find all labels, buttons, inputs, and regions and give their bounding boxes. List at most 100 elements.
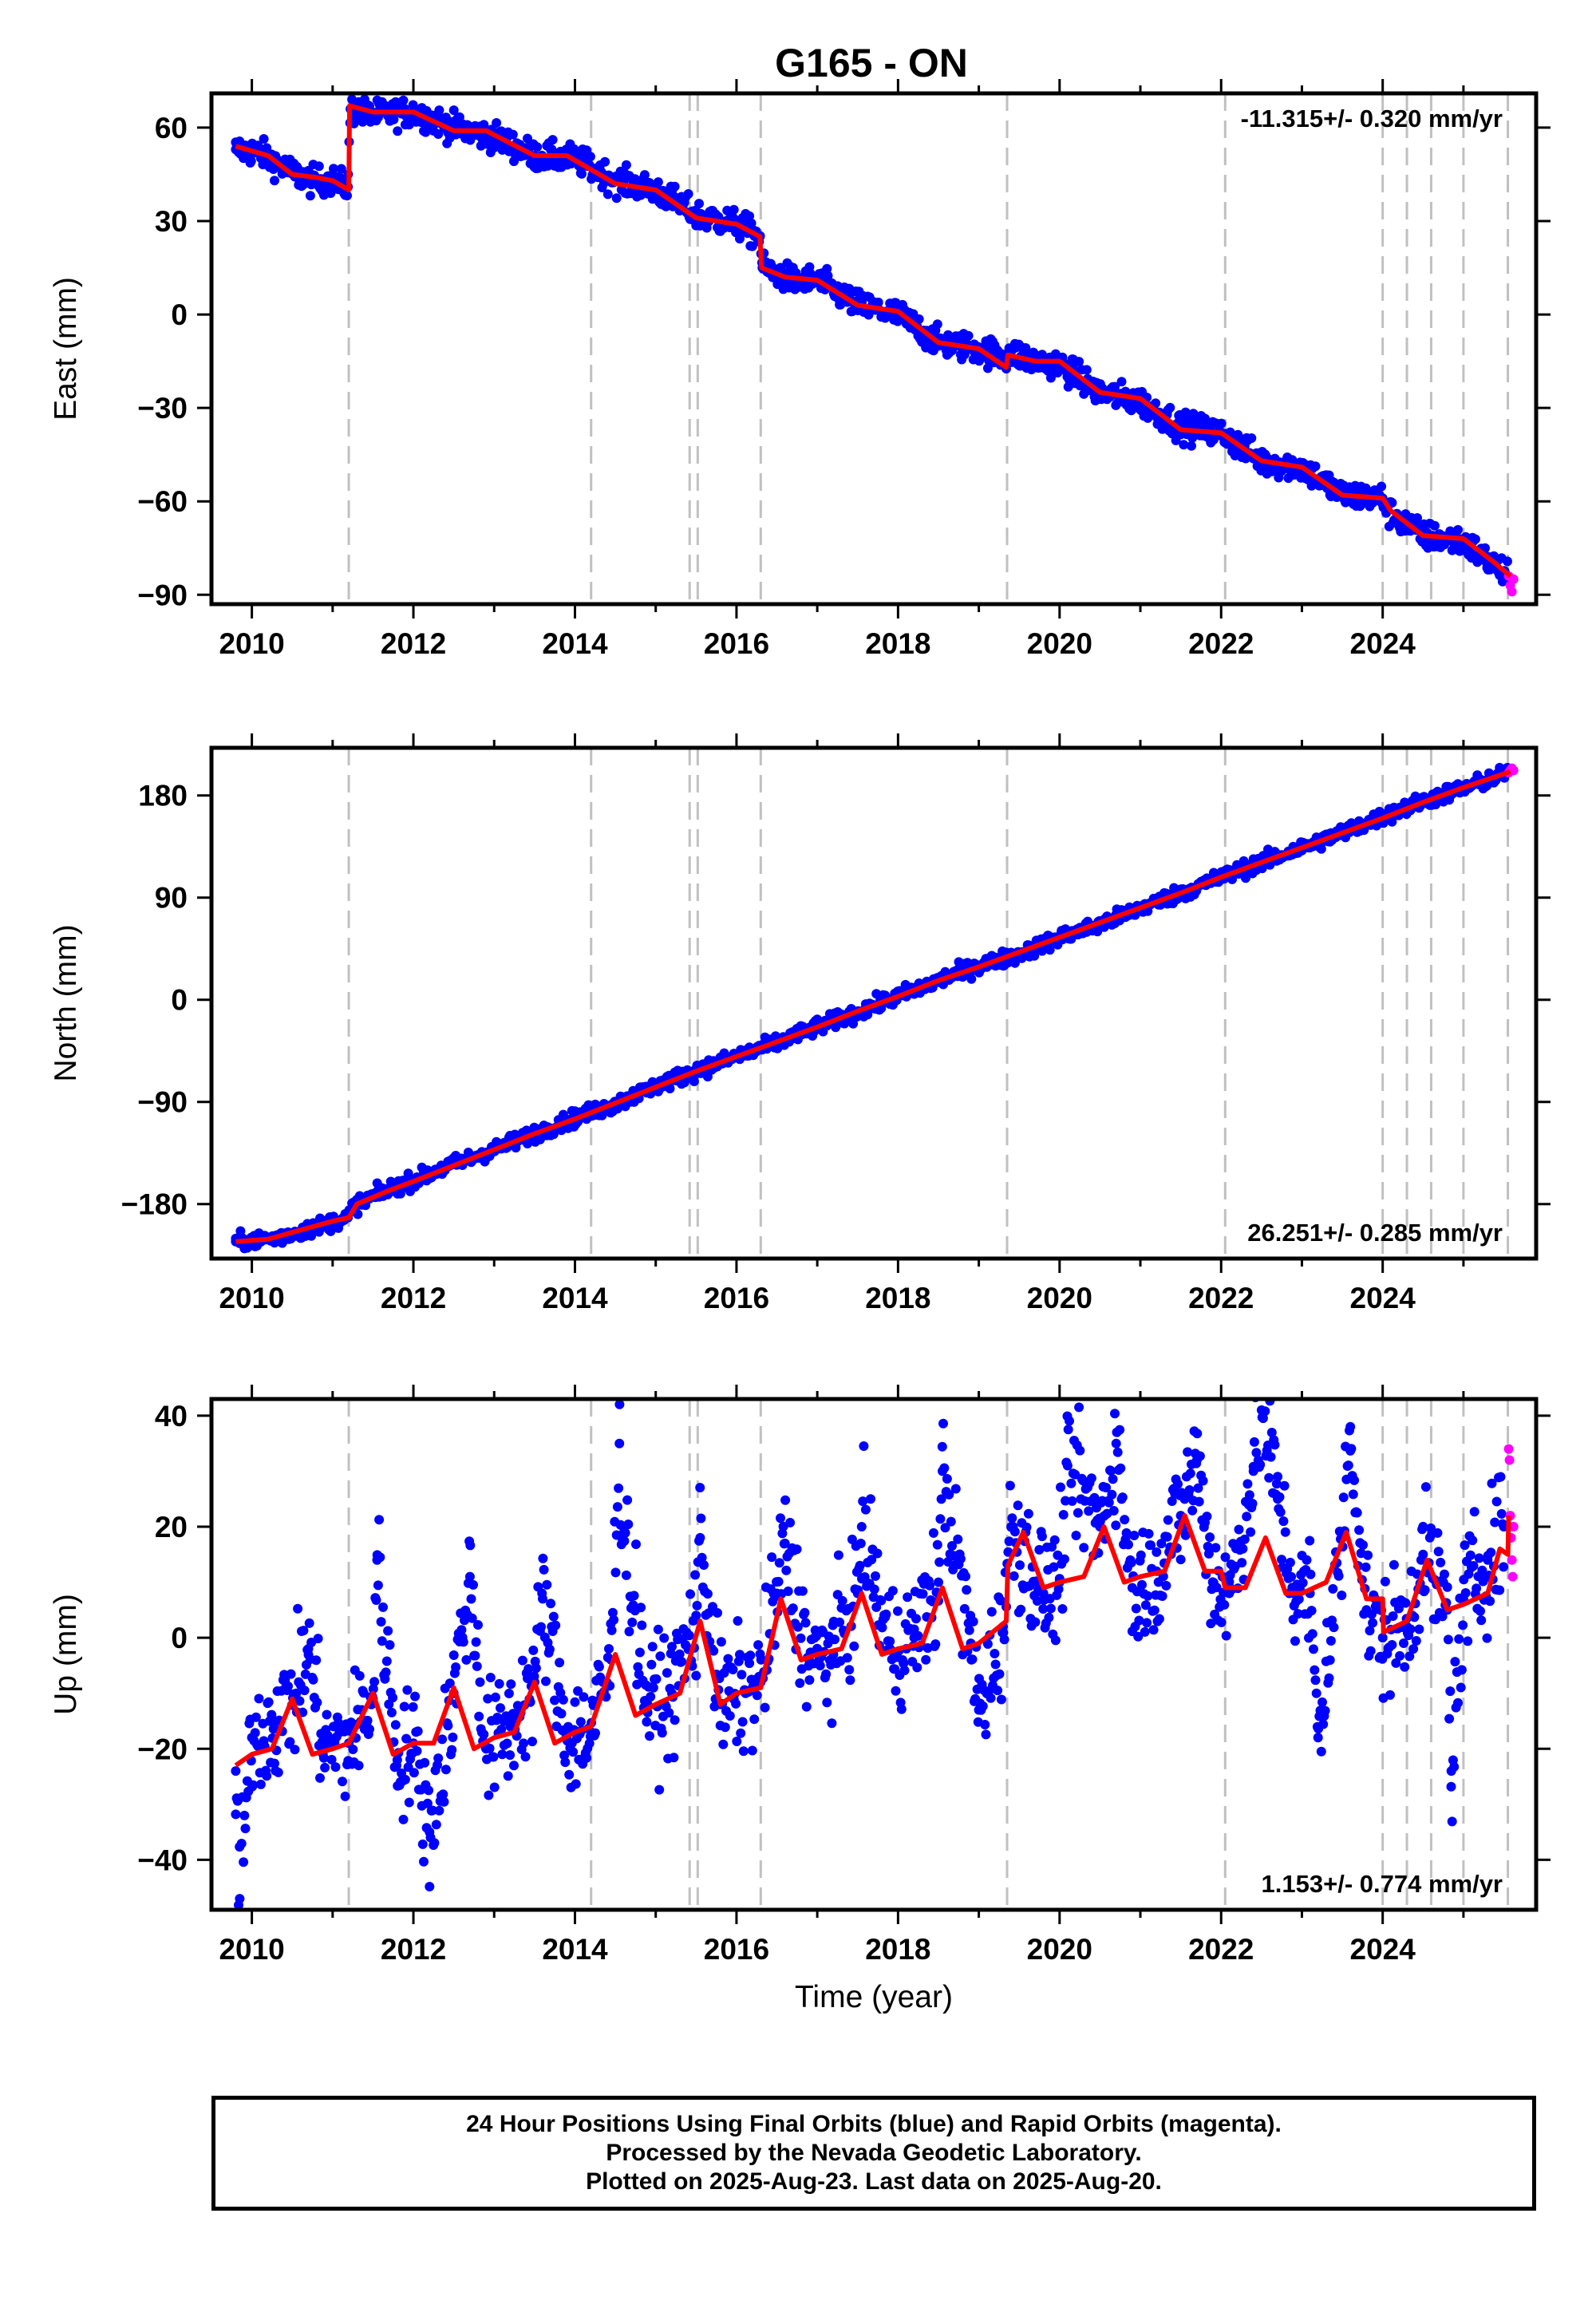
y-tick-label: 180 [138, 780, 188, 812]
final-orbit-point [858, 1496, 868, 1507]
final-orbit-point [1311, 1688, 1321, 1698]
final-orbit-point [320, 1762, 330, 1773]
final-orbit-point [885, 1636, 895, 1646]
final-orbit-point [797, 1586, 808, 1596]
final-orbit-point [365, 1724, 374, 1734]
final-orbit-point [1411, 1636, 1421, 1646]
final-orbit-point [621, 160, 631, 170]
final-orbit-point [636, 1603, 646, 1613]
final-orbit-point [434, 1805, 444, 1816]
final-orbit-point [631, 1539, 641, 1549]
final-orbit-point [481, 1744, 492, 1754]
final-orbit-point [738, 1746, 749, 1757]
final-orbit-point [1081, 365, 1092, 375]
final-orbit-point [1107, 1489, 1117, 1500]
x-tick-label: 2016 [704, 1282, 769, 1314]
final-orbit-point [1030, 1617, 1041, 1627]
final-orbit-point [1216, 418, 1227, 429]
final-orbit-point [837, 1595, 847, 1606]
final-orbit-point [1442, 1582, 1452, 1592]
final-orbit-point [523, 1664, 534, 1674]
final-orbit-point [1293, 1609, 1303, 1619]
final-orbit-point [399, 1701, 409, 1712]
final-orbit-point [1006, 1522, 1017, 1531]
final-orbit-point [1305, 1535, 1315, 1546]
final-orbit-point [982, 1639, 993, 1649]
final-orbit-point [547, 135, 558, 145]
final-orbit-point [259, 134, 269, 144]
y-tick-label: −30 [137, 392, 188, 425]
final-orbit-point [735, 1650, 745, 1660]
final-orbit-point [1248, 1466, 1258, 1476]
final-orbit-point [610, 1567, 621, 1578]
chart-title: G165 - ON [775, 41, 968, 85]
final-orbit-point [1163, 1515, 1173, 1525]
final-orbit-point [1380, 1576, 1390, 1587]
final-orbit-point [645, 1731, 654, 1741]
final-orbit-point [1456, 1682, 1466, 1693]
final-orbit-point [1420, 1482, 1431, 1492]
final-orbit-point [1273, 1494, 1283, 1504]
final-orbit-point [270, 1758, 279, 1769]
final-orbit-point [792, 1622, 803, 1632]
final-orbit-point [538, 1594, 547, 1604]
final-orbit-point [745, 1650, 756, 1661]
final-orbit-point [795, 1678, 805, 1688]
final-orbit-point [376, 1617, 386, 1627]
final-orbit-point [571, 1779, 581, 1789]
final-orbit-point [691, 1611, 701, 1621]
final-orbit-point [732, 1737, 742, 1746]
final-orbit-point [966, 974, 977, 984]
footer-info-box: 24 Hour Positions Using Final Orbits (bl… [211, 2096, 1536, 2211]
final-orbit-point [1187, 441, 1196, 451]
final-orbit-point [472, 1661, 482, 1671]
final-orbit-point [974, 1705, 984, 1715]
final-orbit-point [1021, 1522, 1032, 1532]
final-orbit-point [483, 1694, 493, 1704]
final-orbit-point [1129, 1531, 1140, 1540]
final-orbit-point [1450, 1657, 1460, 1667]
final-orbit-point [1111, 1438, 1121, 1448]
final-orbit-point [1246, 433, 1257, 443]
final-orbit-point [835, 1617, 845, 1627]
final-orbit-point [1275, 1507, 1286, 1517]
final-orbit-point [1038, 1588, 1049, 1599]
final-orbit-point [448, 1650, 459, 1660]
x-tick-label: 2014 [542, 1933, 608, 1966]
final-orbit-point [303, 1644, 314, 1654]
final-orbit-point [1496, 1508, 1507, 1519]
final-orbit-point [1387, 1640, 1397, 1650]
y-tick-label: −180 [121, 1188, 188, 1221]
final-orbit-point [504, 1689, 514, 1698]
final-orbit-point [946, 1516, 956, 1527]
final-orbit-point [921, 1654, 931, 1665]
final-orbit-point [1458, 1620, 1468, 1630]
final-orbit-point [392, 1755, 402, 1765]
final-orbit-point [1111, 1520, 1121, 1531]
final-orbit-point [1071, 1531, 1081, 1540]
final-orbit-point [1154, 1614, 1164, 1624]
final-orbit-point [239, 1810, 250, 1820]
final-orbit-point [541, 1676, 551, 1686]
final-orbit-point [896, 1704, 907, 1714]
final-orbit-point [696, 1513, 706, 1524]
final-orbit-point [654, 1784, 665, 1795]
final-orbit-point [369, 1677, 380, 1687]
final-orbit-point [1328, 1583, 1338, 1594]
final-orbit-point [1224, 1588, 1235, 1599]
final-orbit-point [470, 1650, 480, 1661]
final-orbit-point [466, 1594, 476, 1604]
final-orbit-point [844, 1665, 855, 1675]
final-orbit-point [950, 1484, 961, 1494]
final-orbit-point [614, 1483, 624, 1493]
final-orbit-point [1412, 513, 1422, 523]
final-orbit-point [999, 1634, 1009, 1645]
final-orbit-point [953, 1534, 963, 1544]
panel-north: 2010 2012 2014 2016 2018 2020 2022 2024 180 90 0 −9… [49, 733, 1551, 1314]
final-orbit-point [246, 156, 256, 166]
final-orbit-point [899, 1666, 910, 1676]
final-orbit-point [395, 1188, 405, 1199]
final-orbit-point [1456, 1665, 1467, 1675]
final-orbit-point [1318, 1719, 1329, 1729]
x-tick-label: 2018 [865, 627, 930, 660]
